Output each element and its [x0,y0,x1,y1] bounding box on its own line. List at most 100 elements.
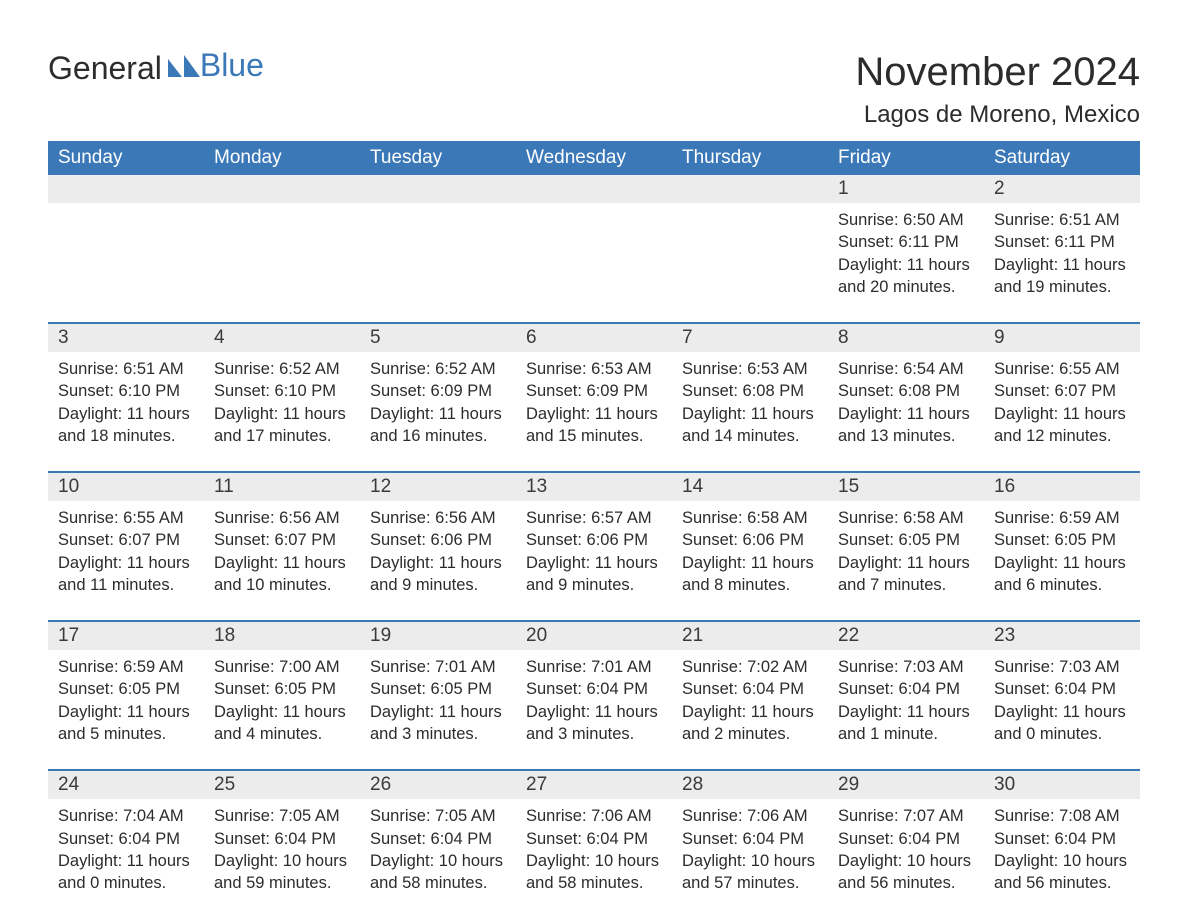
sunrise-text: Sunrise: 7:03 AM [994,656,1130,678]
day-detail-cell: Sunrise: 7:07 AMSunset: 6:04 PMDaylight:… [828,799,984,904]
sunrise-text: Sunrise: 6:52 AM [214,358,350,380]
sunset-text: Sunset: 6:10 PM [214,380,350,402]
day-number-cell: 22 [828,622,984,650]
daylight-text: Daylight: 11 hours and 2 minutes. [682,701,818,746]
day-detail-cell: Sunrise: 6:56 AMSunset: 6:07 PMDaylight:… [204,501,360,621]
daylight-text: Daylight: 11 hours and 6 minutes. [994,552,1130,597]
daylight-text: Daylight: 11 hours and 12 minutes. [994,403,1130,448]
sunset-text: Sunset: 6:04 PM [58,828,194,850]
day-detail-row: Sunrise: 6:50 AMSunset: 6:11 PMDaylight:… [48,203,1140,323]
day-number-cell: 17 [48,622,204,650]
day-number-cell [672,175,828,203]
day-number-row: 17181920212223 [48,622,1140,650]
sunset-text: Sunset: 6:04 PM [994,678,1130,700]
day-detail-cell: Sunrise: 6:50 AMSunset: 6:11 PMDaylight:… [828,203,984,323]
day-number-cell: 4 [204,324,360,352]
dow-header: Monday [204,141,360,175]
day-number-cell: 14 [672,473,828,501]
sunrise-text: Sunrise: 6:56 AM [370,507,506,529]
sunrise-text: Sunrise: 7:04 AM [58,805,194,827]
daylight-text: Daylight: 11 hours and 17 minutes. [214,403,350,448]
daylight-text: Daylight: 11 hours and 15 minutes. [526,403,662,448]
sunrise-text: Sunrise: 7:05 AM [370,805,506,827]
day-detail-cell: Sunrise: 6:58 AMSunset: 6:06 PMDaylight:… [672,501,828,621]
day-detail-cell: Sunrise: 6:52 AMSunset: 6:10 PMDaylight:… [204,352,360,472]
daylight-text: Daylight: 11 hours and 9 minutes. [370,552,506,597]
day-detail-row: Sunrise: 6:51 AMSunset: 6:10 PMDaylight:… [48,352,1140,472]
day-detail-cell: Sunrise: 6:53 AMSunset: 6:09 PMDaylight:… [516,352,672,472]
day-number-row: 3456789 [48,324,1140,352]
dow-header: Thursday [672,141,828,175]
sunset-text: Sunset: 6:11 PM [838,231,974,253]
sunset-text: Sunset: 6:04 PM [526,678,662,700]
sunrise-text: Sunrise: 6:52 AM [370,358,506,380]
day-number-cell: 6 [516,324,672,352]
day-detail-cell: Sunrise: 6:51 AMSunset: 6:10 PMDaylight:… [48,352,204,472]
sunrise-text: Sunrise: 6:58 AM [682,507,818,529]
daylight-text: Daylight: 11 hours and 11 minutes. [58,552,194,597]
month-title: November 2024 [855,50,1140,95]
day-detail-cell: Sunrise: 6:52 AMSunset: 6:09 PMDaylight:… [360,352,516,472]
day-number-row: 10111213141516 [48,473,1140,501]
day-detail-cell: Sunrise: 6:58 AMSunset: 6:05 PMDaylight:… [828,501,984,621]
day-detail-cell: Sunrise: 7:02 AMSunset: 6:04 PMDaylight:… [672,650,828,770]
day-number-row: 12 [48,175,1140,203]
day-detail-cell: Sunrise: 7:03 AMSunset: 6:04 PMDaylight:… [828,650,984,770]
daylight-text: Daylight: 11 hours and 20 minutes. [838,254,974,299]
sunrise-text: Sunrise: 6:51 AM [994,209,1130,231]
day-number-cell [516,175,672,203]
brand-sail-icon [166,50,200,87]
day-number-cell: 25 [204,771,360,799]
day-number-cell [48,175,204,203]
daylight-text: Daylight: 11 hours and 19 minutes. [994,254,1130,299]
day-detail-cell: Sunrise: 7:06 AMSunset: 6:04 PMDaylight:… [672,799,828,904]
day-number-cell: 20 [516,622,672,650]
day-detail-cell: Sunrise: 7:06 AMSunset: 6:04 PMDaylight:… [516,799,672,904]
day-number-cell: 13 [516,473,672,501]
day-detail-cell: Sunrise: 7:04 AMSunset: 6:04 PMDaylight:… [48,799,204,904]
sunrise-text: Sunrise: 7:06 AM [526,805,662,827]
day-number-cell: 9 [984,324,1140,352]
day-detail-cell: Sunrise: 6:59 AMSunset: 6:05 PMDaylight:… [984,501,1140,621]
sunset-text: Sunset: 6:04 PM [994,828,1130,850]
sunrise-text: Sunrise: 7:01 AM [526,656,662,678]
sunset-text: Sunset: 6:04 PM [838,678,974,700]
sunset-text: Sunset: 6:04 PM [682,678,818,700]
sunrise-text: Sunrise: 6:55 AM [994,358,1130,380]
sunrise-text: Sunrise: 6:57 AM [526,507,662,529]
day-number-cell [360,175,516,203]
day-number-cell: 28 [672,771,828,799]
sunset-text: Sunset: 6:06 PM [370,529,506,551]
sunset-text: Sunset: 6:09 PM [526,380,662,402]
sunrise-text: Sunrise: 6:59 AM [58,656,194,678]
day-number-cell: 1 [828,175,984,203]
day-detail-cell: Sunrise: 6:53 AMSunset: 6:08 PMDaylight:… [672,352,828,472]
sunrise-text: Sunrise: 7:00 AM [214,656,350,678]
sunrise-text: Sunrise: 6:54 AM [838,358,974,380]
sunset-text: Sunset: 6:04 PM [214,828,350,850]
sunrise-text: Sunrise: 7:08 AM [994,805,1130,827]
sunrise-text: Sunrise: 7:03 AM [838,656,974,678]
daylight-text: Daylight: 10 hours and 56 minutes. [994,850,1130,895]
day-detail-cell: Sunrise: 7:05 AMSunset: 6:04 PMDaylight:… [204,799,360,904]
sunset-text: Sunset: 6:07 PM [58,529,194,551]
day-detail-cell: Sunrise: 6:51 AMSunset: 6:11 PMDaylight:… [984,203,1140,323]
daylight-text: Daylight: 10 hours and 57 minutes. [682,850,818,895]
sunrise-text: Sunrise: 7:05 AM [214,805,350,827]
sunrise-text: Sunrise: 7:07 AM [838,805,974,827]
day-detail-cell: Sunrise: 7:03 AMSunset: 6:04 PMDaylight:… [984,650,1140,770]
sunrise-text: Sunrise: 7:06 AM [682,805,818,827]
sunrise-text: Sunrise: 6:51 AM [58,358,194,380]
sunrise-text: Sunrise: 6:50 AM [838,209,974,231]
day-detail-cell [516,203,672,323]
day-detail-row: Sunrise: 6:59 AM Sunset: 6:05 PM Daylight:… [48,650,1140,770]
sunset-text: Sunset: 6:11 PM [994,231,1130,253]
sunset-text: Sunset: 6:05 PM [214,678,350,700]
day-number-cell: 7 [672,324,828,352]
sunset-text: Sunset: 6:04 PM [682,828,818,850]
sunset-text: Sunset: 6:04 PM [370,828,506,850]
day-detail-cell: Sunrise: 6:56 AMSunset: 6:06 PMDaylight:… [360,501,516,621]
day-number-cell: 3 [48,324,204,352]
day-detail-cell: Sunrise: 6:55 AMSunset: 6:07 PMDaylight:… [48,501,204,621]
sunrise-text: Sunrise: 6:59 AM [994,507,1130,529]
